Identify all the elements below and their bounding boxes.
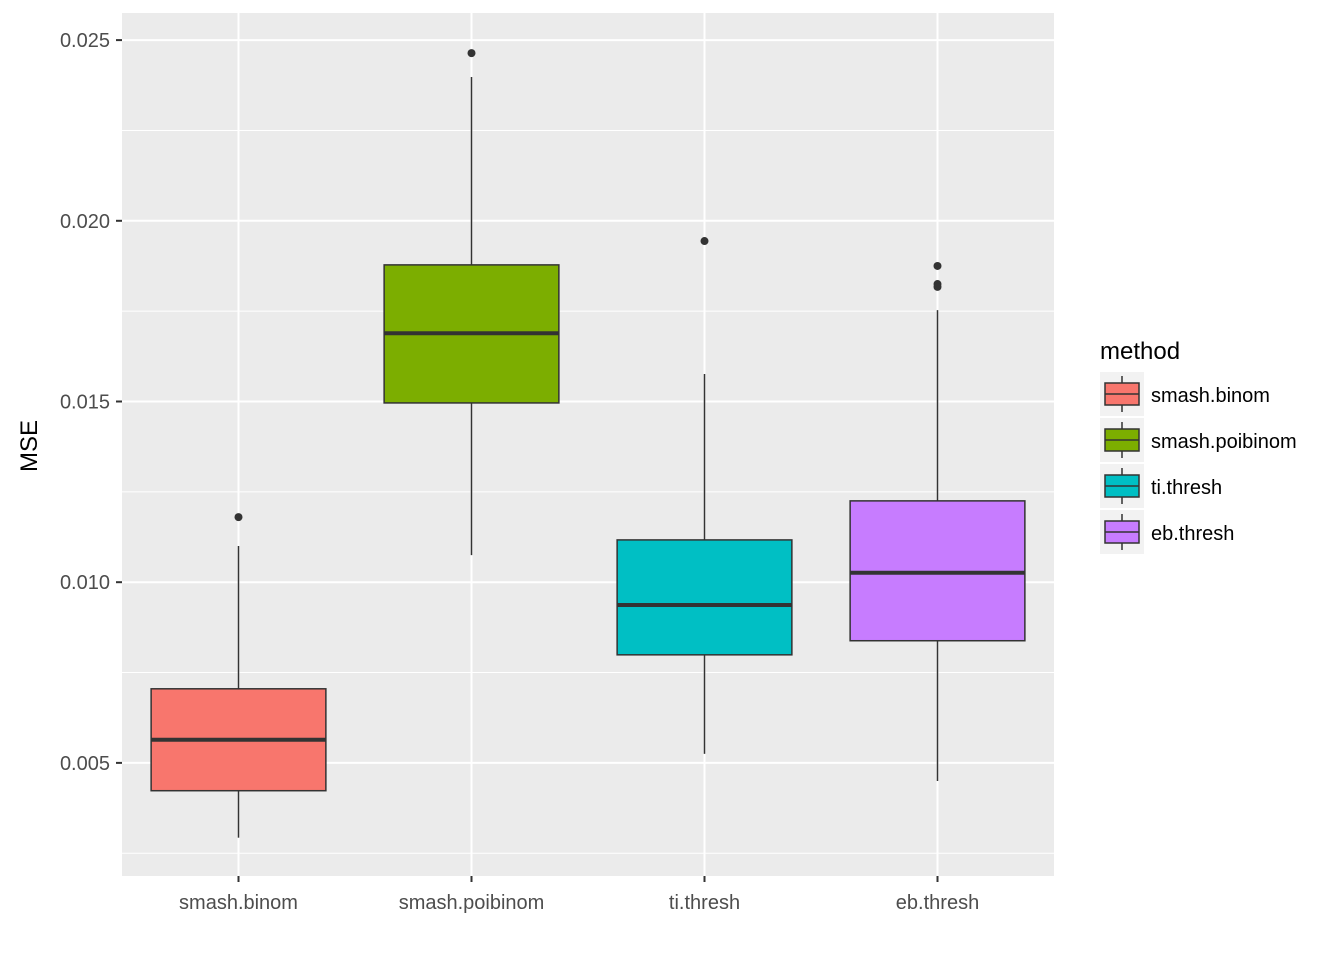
y-axis-label: MSE: [16, 420, 43, 472]
legend-label: eb.thresh: [1151, 523, 1234, 545]
x-tick-label: ti.thresh: [669, 892, 740, 914]
y-tick-label: 0.010: [60, 572, 110, 594]
outlier-point: [700, 237, 709, 246]
box-iqr: [616, 539, 793, 656]
outlier-point: [234, 513, 243, 522]
legend-title: method: [1100, 338, 1180, 365]
legend-label: smash.poibinom: [1151, 431, 1297, 453]
legend-label: ti.thresh: [1151, 477, 1222, 499]
legend-item-ti-thresh: ti.thresh: [1100, 464, 1222, 508]
legend-item-smash-poibinom: smash.poibinom: [1100, 418, 1297, 462]
x-tick-label: smash.binom: [179, 892, 298, 914]
y-tick-label: 0.005: [60, 753, 110, 775]
legend-item-smash-binom: smash.binom: [1100, 372, 1270, 416]
outlier-point: [467, 49, 476, 58]
y-tick-label: 0.025: [60, 30, 110, 52]
box-smash-binom: [150, 513, 327, 838]
y-tick-label: 0.015: [60, 391, 110, 413]
box-ti-thresh: [616, 237, 793, 754]
outlier-point: [933, 261, 942, 270]
x-tick-label: eb.thresh: [896, 892, 979, 914]
x-tick-label: smash.poibinom: [399, 892, 545, 914]
y-tick-label: 0.020: [60, 211, 110, 233]
outlier-point: [933, 282, 942, 291]
box-eb-thresh: [849, 261, 1026, 781]
legend-label: smash.binom: [1151, 385, 1270, 407]
legend-item-eb-thresh: eb.thresh: [1100, 510, 1234, 554]
box-smash-poibinom: [383, 49, 560, 556]
